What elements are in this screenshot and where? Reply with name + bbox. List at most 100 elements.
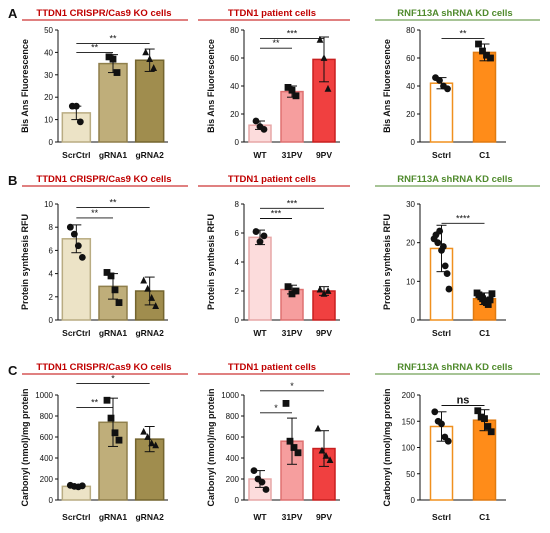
panel-title: TTDN1 CRISPR/Cas9 KO cells <box>36 362 171 373</box>
x-tick-label: ScrCtrl <box>62 328 90 338</box>
chart-panel: TTDN1 CRISPR/Cas9 KO cells 0 10 20 30 40 50 Bis… <box>20 8 188 160</box>
data-point <box>258 478 266 486</box>
y-tick-label: 20 <box>44 93 53 102</box>
y-tick-label: 50 <box>44 26 53 35</box>
data-point <box>103 396 111 404</box>
x-tick-label: gRNA1 <box>99 150 128 160</box>
x-tick-label: 9PV <box>316 512 332 522</box>
significance-label: * <box>290 381 294 391</box>
y-axis-label: Bis Ans Fluorescence <box>20 39 30 133</box>
data-point <box>288 290 296 298</box>
chart-panel: TTDN1 CRISPR/Cas9 KO cells 0 2 4 6 8 10 Protein… <box>20 174 188 338</box>
chart-panel: TTDN1 patient cells 0 20 40 60 80 Bis Ans Fluo… <box>198 8 350 160</box>
y-axis-label: Carbonyl (nmol)/mg protein <box>382 389 392 507</box>
panel-title: RNF113A shRNA KD cells <box>397 362 512 373</box>
x-tick-label: C1 <box>479 512 490 522</box>
panel-row-label: A <box>8 6 18 21</box>
panel-title: TTDN1 patient cells <box>228 174 316 185</box>
data-point <box>252 228 260 235</box>
data-point <box>284 84 292 91</box>
data-point <box>479 47 486 55</box>
data-point <box>70 230 78 238</box>
data-point <box>284 283 292 291</box>
y-tick-label: 0 <box>235 316 240 325</box>
data-point <box>152 441 160 449</box>
data-point <box>66 223 74 231</box>
y-tick-label: 40 <box>406 82 415 91</box>
y-tick-label: 200 <box>226 475 240 484</box>
x-tick-label: Sctrl <box>432 328 451 338</box>
data-point <box>72 102 80 110</box>
y-tick-label: 400 <box>226 454 240 463</box>
data-point <box>256 238 264 246</box>
significance-label: **** <box>456 213 471 223</box>
bar <box>429 82 454 143</box>
significance-label: ** <box>109 33 117 43</box>
data-point <box>150 64 158 71</box>
panel-title: RNF113A shRNA KD cells <box>397 174 512 185</box>
x-tick-label: gRNA1 <box>99 512 128 522</box>
data-point <box>316 35 324 43</box>
significance-label: ** <box>109 197 117 207</box>
chart-panel: RNF113A shRNA KD cells 0 10 20 30 Protein syn… <box>375 174 540 338</box>
bar <box>248 236 272 321</box>
x-tick-label: WT <box>253 328 267 338</box>
data-point <box>436 77 443 84</box>
y-tick-label: 10 <box>44 116 53 125</box>
data-point <box>140 276 148 284</box>
bar <box>280 90 304 143</box>
data-point <box>487 428 495 436</box>
y-tick-label: 10 <box>406 277 415 286</box>
y-tick-label: 20 <box>230 110 239 119</box>
data-point <box>322 452 330 459</box>
data-point <box>488 290 496 298</box>
data-point <box>316 285 324 293</box>
data-point <box>483 51 490 59</box>
y-tick-label: 6 <box>49 246 54 255</box>
y-tick-label: 2 <box>235 287 240 296</box>
data-point <box>109 55 117 63</box>
bar <box>472 51 497 143</box>
data-point <box>142 48 150 56</box>
y-tick-label: 20 <box>406 239 415 248</box>
y-tick-label: 600 <box>40 433 54 442</box>
data-point <box>324 287 332 294</box>
panel-row-label: C <box>8 363 18 378</box>
y-tick-label: 4 <box>49 270 54 279</box>
y-tick-label: 0 <box>411 138 416 147</box>
y-tick-label: 0 <box>235 496 240 505</box>
data-point <box>318 446 326 454</box>
y-tick-label: 800 <box>226 412 240 421</box>
y-tick-label: 4 <box>235 258 240 267</box>
data-point <box>484 301 492 308</box>
x-tick-label: ScrCtrl <box>62 150 90 160</box>
data-point <box>292 92 300 100</box>
panel-title: TTDN1 patient cells <box>228 362 316 373</box>
data-point <box>438 420 445 428</box>
y-axis-label: Bis Ans Fluorescence <box>206 39 216 133</box>
significance-label: *** <box>271 209 282 219</box>
data-point <box>431 408 439 416</box>
x-tick-label: WT <box>253 512 267 522</box>
y-tick-label: 30 <box>44 71 53 80</box>
x-tick-label: WT <box>253 150 267 160</box>
y-tick-label: 8 <box>235 200 240 209</box>
x-tick-label: gRNA2 <box>135 150 164 160</box>
y-tick-label: 80 <box>230 26 239 35</box>
data-point <box>152 302 160 309</box>
data-point <box>294 449 302 457</box>
data-point <box>107 272 115 280</box>
data-point <box>286 437 294 445</box>
y-tick-label: 8 <box>49 223 54 232</box>
significance-label: *** <box>287 28 298 38</box>
bar <box>98 62 128 143</box>
y-tick-label: 100 <box>402 444 416 453</box>
y-tick-label: 10 <box>44 200 53 209</box>
chart-panel: RNF113A shRNA KD cells 0 50 100 150 200 Carbon… <box>375 362 540 522</box>
data-point <box>111 286 119 294</box>
data-point <box>445 285 453 293</box>
x-tick-label: gRNA2 <box>135 328 164 338</box>
data-point <box>441 262 449 270</box>
data-point <box>103 269 111 276</box>
